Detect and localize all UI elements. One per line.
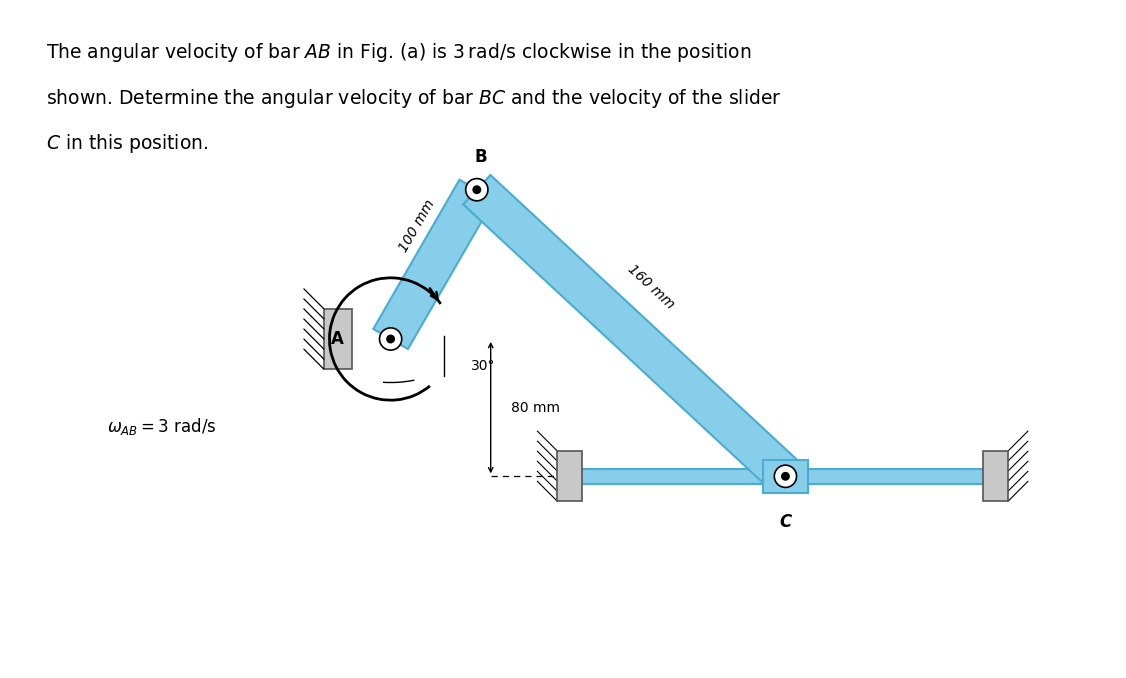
Text: 30°: 30° (471, 359, 495, 373)
Bar (374, 180, 494, 349)
Bar (983, 451, 1008, 502)
Circle shape (781, 472, 789, 481)
Circle shape (473, 185, 481, 194)
Circle shape (775, 465, 796, 487)
Bar (463, 175, 799, 491)
Text: $\omega_{AB} = 3$ rad/s: $\omega_{AB} = 3$ rad/s (107, 416, 216, 437)
Text: A: A (331, 330, 345, 348)
Circle shape (466, 178, 488, 201)
Text: $C$ in this position.: $C$ in this position. (46, 132, 208, 155)
Bar (324, 309, 351, 369)
Text: C: C (779, 513, 792, 531)
Bar (763, 460, 807, 493)
Text: 80 mm: 80 mm (511, 401, 560, 415)
Text: The angular velocity of bar $AB$ in Fig. (a) is 3 rad/s clockwise in the positio: The angular velocity of bar $AB$ in Fig.… (46, 41, 751, 64)
Text: shown. Determine the angular velocity of bar $BC$ and the velocity of the slider: shown. Determine the angular velocity of… (46, 87, 781, 110)
Text: 160 mm: 160 mm (625, 262, 678, 311)
Circle shape (379, 328, 402, 350)
Bar (580, 469, 985, 483)
Circle shape (386, 334, 395, 344)
Bar (557, 451, 582, 502)
Text: 100 mm: 100 mm (396, 197, 437, 254)
Text: B: B (475, 148, 488, 166)
